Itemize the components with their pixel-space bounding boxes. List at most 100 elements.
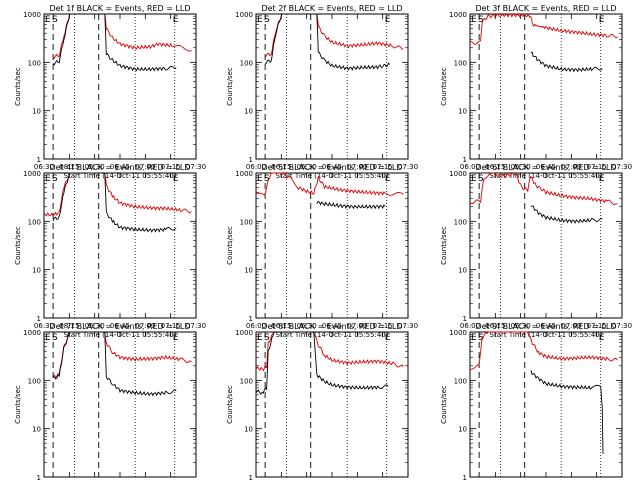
marker-label-e-end: E xyxy=(173,333,179,343)
y-tick-label: 100 xyxy=(454,59,467,67)
x-tick-label: 06:30 xyxy=(511,163,531,171)
x-tick-label: 06:30 xyxy=(297,322,317,330)
marker-label-s: S xyxy=(52,333,58,343)
x-tick-label: 07:30 xyxy=(186,163,206,171)
y-axis-label: Counts/sec xyxy=(440,67,448,106)
y-axis-label: Counts/sec xyxy=(226,226,234,265)
y-tick-label: 10 xyxy=(32,108,41,116)
marker-label-s: S xyxy=(264,174,270,184)
y-tick-label: 1000 xyxy=(449,170,467,178)
marker-label-e-end: E xyxy=(599,174,605,184)
marker-label-s: S xyxy=(478,174,484,184)
y-axis-label: Counts/sec xyxy=(14,226,22,265)
y-tick-label: 1000 xyxy=(235,170,253,178)
x-tick-label: 08:15 xyxy=(59,322,79,330)
y-axis-label: Counts/sec xyxy=(440,226,448,265)
series-events-line xyxy=(530,205,603,224)
plot-frame xyxy=(43,172,197,319)
x-tick-label: 06:30 xyxy=(85,163,105,171)
x-tick-label: 07:30 xyxy=(398,163,418,171)
marker-label-e-end: E xyxy=(385,174,391,184)
x-tick-label: 06:00 xyxy=(246,163,266,171)
panel-title: Det 2f BLACK = Events, RED = LLD xyxy=(261,4,402,13)
series-lld-line xyxy=(265,13,404,57)
panel-title: Det 9f BLACK = Events, RED = LLD xyxy=(475,322,616,331)
marker-label-e-start: E xyxy=(45,333,51,343)
x-tick-label: 06:45 xyxy=(322,322,342,330)
marker-label-s: S xyxy=(264,333,270,343)
marker-label-e-end: E xyxy=(599,15,605,25)
panel-det-3f: Det 3f BLACK = Events, RED = LLD 1 10 100 10… xyxy=(440,4,632,180)
x-tick-label: 06:30 xyxy=(85,322,105,330)
series-lld-line xyxy=(469,13,618,45)
y-tick-label: 100 xyxy=(28,218,41,226)
plot-frame xyxy=(43,331,197,478)
series-events-line xyxy=(530,370,604,454)
y-tick-label: 10 xyxy=(458,426,467,434)
marker-label-s: S xyxy=(52,15,58,25)
y-tick-label: 1 xyxy=(463,474,467,480)
marker-label-s: S xyxy=(264,15,270,25)
y-tick-label: 1 xyxy=(37,315,41,323)
y-tick-label: 1000 xyxy=(23,11,41,19)
x-tick-label: 07:15 xyxy=(373,322,393,330)
y-tick-label: 1 xyxy=(37,156,41,164)
marker-label-e-end: E xyxy=(173,15,179,25)
marker-label-s: S xyxy=(52,174,58,184)
y-tick-label: 10 xyxy=(244,267,253,275)
x-tick-label: 06:30 xyxy=(297,163,317,171)
x-tick-label: 07:30 xyxy=(612,163,632,171)
plot-frame xyxy=(255,13,409,160)
y-tick-label: 1000 xyxy=(449,11,467,19)
series-events-line xyxy=(255,331,389,395)
x-tick-label: 06:45 xyxy=(536,163,556,171)
marker-label-e-start: E xyxy=(471,174,477,184)
y-tick-label: 1000 xyxy=(449,329,467,337)
marker-label-e-start: E xyxy=(45,15,51,25)
marker-label-e-start: E xyxy=(257,174,263,184)
panel-title: Det 8f BLACK = Events, RED = LLD xyxy=(261,322,402,331)
plot-frame xyxy=(255,331,409,478)
series-lld-line xyxy=(469,331,618,370)
y-tick-label: 10 xyxy=(458,267,467,275)
x-tick-label: 06:15 xyxy=(485,322,505,330)
x-tick-label: 06:45 xyxy=(110,322,130,330)
marker-label-s: S xyxy=(478,333,484,343)
x-tick-label: 06:30 xyxy=(34,322,54,330)
y-tick-label: 1 xyxy=(463,156,467,164)
x-tick-label: 07:00 xyxy=(135,322,155,330)
x-tick-label: 07:15 xyxy=(373,163,393,171)
marker-label-e-start: E xyxy=(257,15,263,25)
x-tick-label: 07:15 xyxy=(587,163,607,171)
x-tick-label: 06:45 xyxy=(536,322,556,330)
y-tick-label: 1000 xyxy=(235,11,253,19)
plot-frame xyxy=(469,331,623,478)
y-tick-label: 100 xyxy=(28,59,41,67)
series-lld-line xyxy=(255,172,404,196)
panel-det-7f: Det 7f BLACK = Events, RED = LLD 1 10 100 10… xyxy=(14,322,197,480)
x-tick-label: 06:30 xyxy=(511,322,531,330)
marker-label-e-end: E xyxy=(173,174,179,184)
x-tick-label: 07:15 xyxy=(161,163,181,171)
x-tick-label: 07:30 xyxy=(398,322,418,330)
x-tick-label: 06:45 xyxy=(322,163,342,171)
x-tick-label: 07:15 xyxy=(161,322,181,330)
series-events-line xyxy=(265,13,391,72)
y-tick-label: 100 xyxy=(28,377,41,385)
panel-det-5f: Det 5f BLACK = Events, RED = LLD 1 10 100 10… xyxy=(226,163,418,339)
x-tick-label: 06:15 xyxy=(485,163,505,171)
series-events-line xyxy=(52,13,177,72)
x-tick-label: 07:00 xyxy=(561,163,581,171)
x-tick-label: 07:00 xyxy=(347,163,367,171)
series-lld-line xyxy=(52,13,192,59)
y-axis-label: Counts/sec xyxy=(14,67,22,106)
marker-label-e-end: E xyxy=(385,15,391,25)
panel-title: Det 3f BLACK = Events, RED = LLD xyxy=(475,4,616,13)
marker-label-e-start: E xyxy=(471,333,477,343)
panel-title: Det 4f BLACK = Events, RED = LLD xyxy=(49,163,190,172)
x-tick-label: 07:30 xyxy=(186,322,206,330)
y-tick-label: 10 xyxy=(244,426,253,434)
panel-det-2f: Det 2f BLACK = Events, RED = LLD 1 10 100 10… xyxy=(226,4,418,180)
panel-det-9f: Det 9f BLACK = Events, RED = LLD 1 10 100 10… xyxy=(440,322,623,480)
